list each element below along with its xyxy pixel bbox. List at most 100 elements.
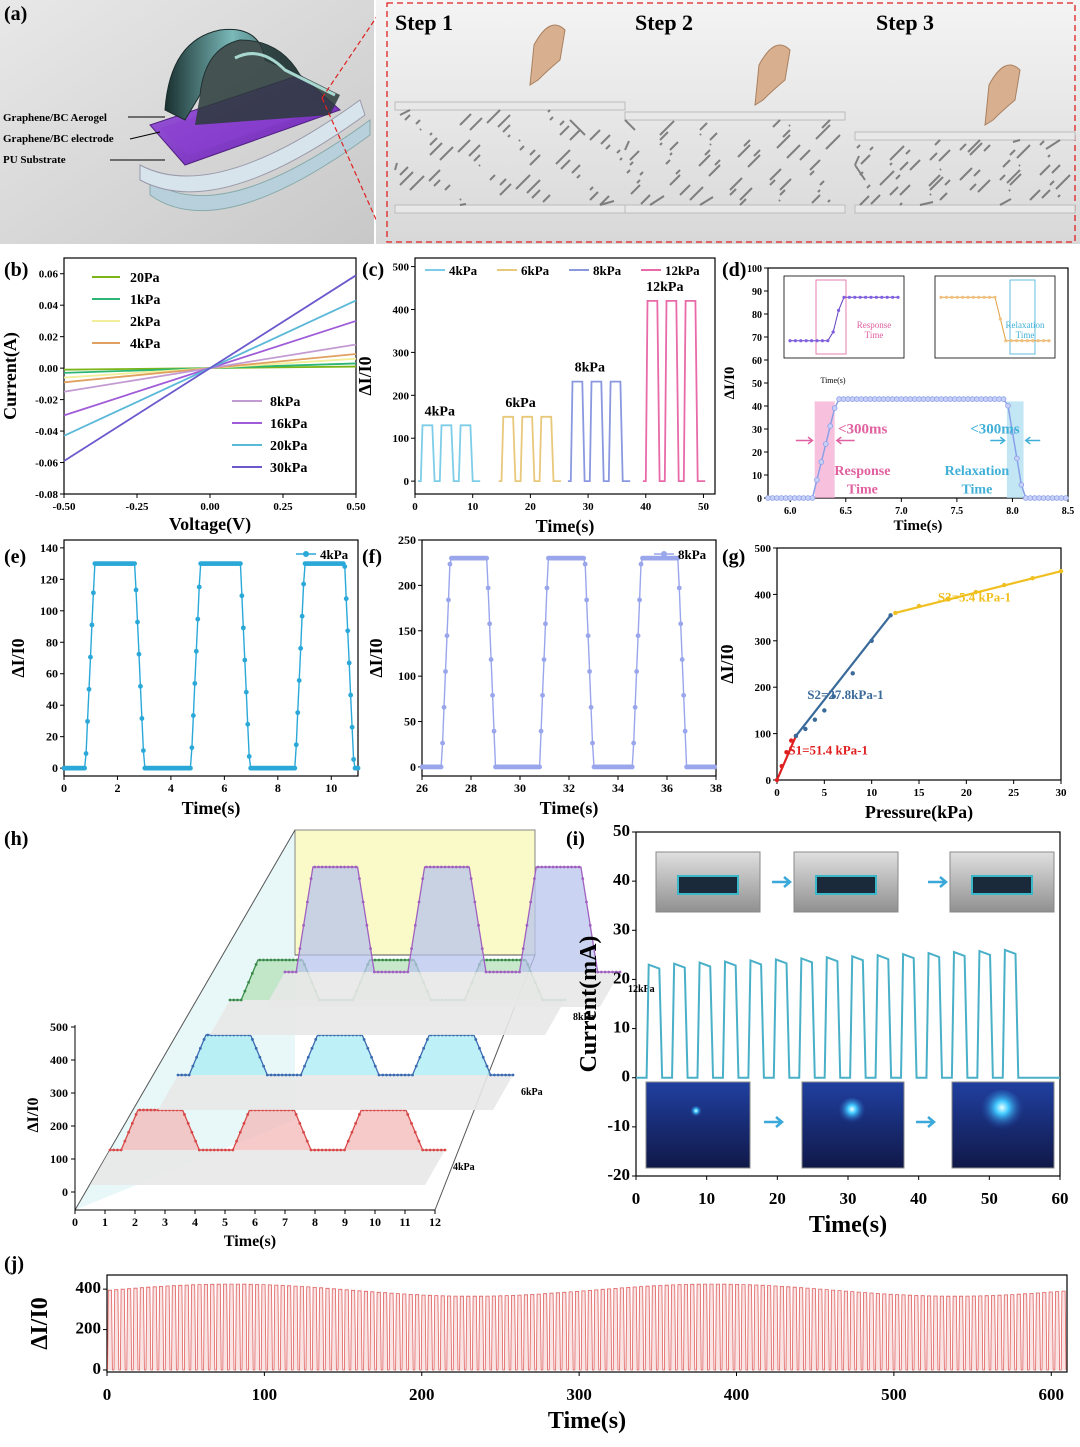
data-point	[262, 958, 265, 962]
data-point	[194, 1139, 198, 1143]
y-tick-label: -0.06	[35, 458, 58, 470]
x-tick-label: 0.00	[200, 501, 220, 513]
data-point	[443, 669, 448, 674]
pulse-6kPa	[498, 415, 561, 482]
data-point	[631, 740, 637, 746]
data-point	[507, 1073, 511, 1077]
x-tick-label: 1	[102, 1215, 108, 1229]
data-point	[349, 724, 355, 730]
data-point	[514, 970, 518, 974]
y-tick-label: 400	[393, 304, 410, 316]
data-point	[392, 958, 396, 962]
data-point	[309, 1148, 313, 1152]
data-point	[635, 633, 641, 639]
data-point	[384, 970, 387, 974]
data-point	[385, 1073, 388, 1077]
data-point	[188, 765, 193, 771]
x-tick-label: 7.0	[895, 506, 908, 517]
data-point	[280, 958, 284, 962]
data-point	[127, 1130, 131, 1134]
data-point	[345, 628, 351, 634]
data-point	[810, 339, 814, 343]
led-glow	[980, 1090, 1024, 1134]
data-point	[138, 1108, 142, 1112]
data-point	[320, 865, 324, 869]
data-point	[309, 877, 313, 881]
data-point	[510, 970, 514, 974]
fit-line	[795, 614, 892, 737]
y-axis-label: ΔI/I0	[25, 1098, 42, 1133]
panel-label-f: (f)	[362, 546, 382, 568]
chart-d: 6.0 6.5 7.0 7.5 8.0 8.5 0 10 20 30 40 50 60 70 80 90 100…	[722, 264, 1074, 534]
slope-label-s3: S3=5.4 kPa-1	[938, 589, 1011, 604]
data-point	[254, 1046, 258, 1050]
data-point	[916, 603, 922, 609]
data-point	[357, 1113, 361, 1116]
data-point	[955, 295, 959, 299]
data-point	[201, 1148, 205, 1152]
data-point	[298, 947, 302, 951]
inset-response-label-2: Time	[865, 330, 884, 340]
data-point	[436, 1148, 439, 1152]
y-tick-label: 0	[52, 761, 58, 775]
data-point	[197, 1148, 201, 1152]
data-point	[108, 1148, 112, 1152]
data-point	[133, 587, 139, 593]
x-tick-label: 20	[961, 787, 973, 799]
data-point	[488, 970, 492, 974]
data-point	[518, 970, 521, 974]
data-point	[492, 958, 496, 962]
data-point	[350, 1130, 354, 1134]
data-point	[343, 1148, 346, 1152]
x-tick-label: 11	[399, 1215, 410, 1229]
data-point	[590, 740, 595, 746]
data-point	[443, 865, 447, 869]
data-point	[540, 692, 545, 698]
y-axis-label: ΔI/I0	[722, 367, 738, 400]
pulse-4kPa	[417, 424, 481, 482]
arrow	[1024, 436, 1041, 445]
data-point	[458, 865, 462, 869]
panel-label-d: (d)	[722, 259, 746, 281]
x-axis-label: Time(s)	[894, 518, 943, 534]
y-tick-label: -0.04	[35, 426, 58, 438]
photo-sensor-device	[971, 875, 1033, 895]
fiber-network	[624, 119, 841, 206]
data-point	[306, 1055, 310, 1059]
x-tick-label: 30	[1056, 787, 1068, 799]
inset-response-label: Response	[857, 320, 892, 330]
data-point	[402, 970, 406, 974]
data-point	[293, 742, 299, 748]
series-label-4kPa: 4kPa	[453, 1162, 475, 1173]
bottom-plate	[624, 204, 846, 214]
pulse-curve	[422, 557, 715, 768]
data-point	[831, 330, 835, 334]
inset-relax-label-2: Time	[1016, 330, 1035, 340]
data-point	[373, 1064, 377, 1068]
inset-x-label: Time(s)	[820, 376, 845, 385]
y-tick-label: 20	[613, 968, 630, 987]
data-point	[414, 1064, 418, 1068]
data-point	[193, 648, 199, 654]
data-point	[485, 1064, 489, 1068]
x-tick-label: 6	[221, 781, 227, 795]
data-point	[85, 718, 90, 724]
data-point	[139, 716, 145, 721]
y-axis-label: Current(mA)	[576, 936, 602, 1073]
photo-sensor-device	[677, 875, 739, 895]
x-tick-label: 9	[342, 1215, 348, 1229]
data-point	[1036, 339, 1040, 343]
y-tick-label: 40	[613, 870, 630, 889]
data-point	[555, 865, 559, 869]
data-point	[966, 295, 970, 299]
data-point	[335, 1148, 339, 1152]
data-point	[417, 1139, 421, 1143]
data-point	[303, 1064, 306, 1068]
y-tick-label: 0	[757, 494, 762, 505]
data-point	[273, 958, 277, 962]
x-tick-label: 8	[275, 781, 281, 795]
data-point	[874, 295, 879, 299]
bottom-plate	[394, 204, 626, 214]
legend-marker	[303, 551, 309, 557]
data-point	[196, 584, 202, 590]
